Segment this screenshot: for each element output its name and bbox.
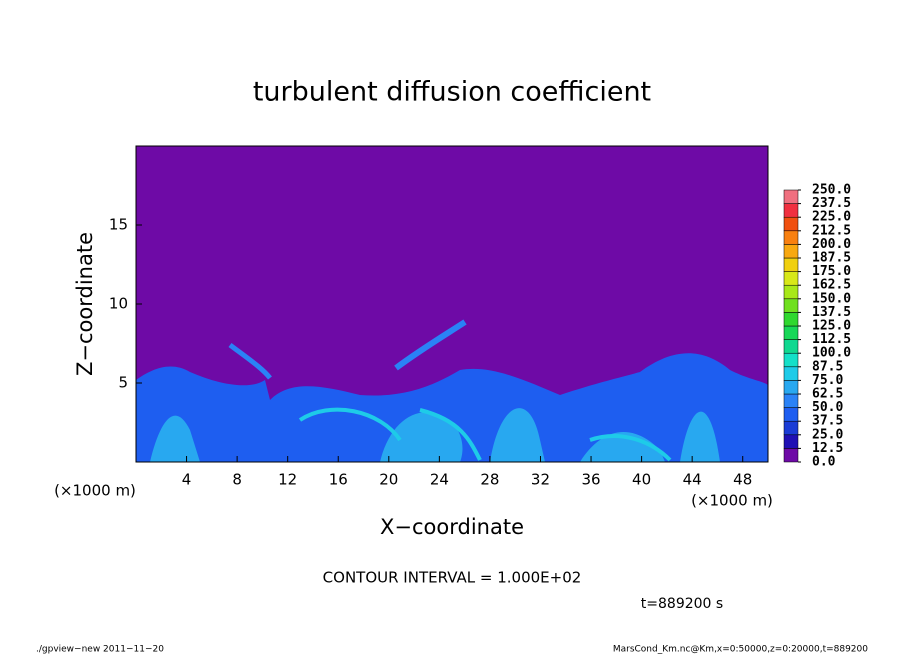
colorbar-band <box>783 312 799 327</box>
colorbar-band <box>783 407 799 422</box>
colorbar-band <box>783 339 799 354</box>
colorbar-label: 62.5 <box>812 387 843 402</box>
colorbar-band <box>783 393 799 408</box>
x-tick-label: 36 <box>581 471 600 489</box>
colorbar-band <box>783 230 799 245</box>
colorbar-label: 187.5 <box>812 251 851 266</box>
x-unit-label: (×1000 m) <box>691 492 773 510</box>
colorbar-label: 112.5 <box>812 332 851 347</box>
x-tick-label: 28 <box>480 471 499 489</box>
colorbar-band <box>783 448 799 463</box>
colorbar-band <box>783 380 799 395</box>
x-unit-label: (×1000 m) <box>54 482 136 500</box>
colorbar-band <box>783 203 799 218</box>
colorbar-label: 225.0 <box>812 210 851 225</box>
colorbar-band <box>783 434 799 449</box>
colorbar-label: 175.0 <box>812 264 851 279</box>
x-axis-title: X−coordinate <box>380 515 524 539</box>
colorbar-label: 0.0 <box>812 455 836 470</box>
x-tick-label: 44 <box>683 471 702 489</box>
colorbar-label: 100.0 <box>812 346 851 361</box>
colorbar-band <box>783 244 799 259</box>
x-tick-label: 16 <box>329 471 348 489</box>
contour-interval: CONTOUR INTERVAL = 1.000E+02 <box>323 569 582 587</box>
footer-right: MarsCond_Km.nc@Km,x=0:50000,z=0:20000,t=… <box>613 645 868 654</box>
colorbar-label: 237.5 <box>812 196 851 211</box>
colorbar-label: 37.5 <box>812 414 843 429</box>
colorbar-band <box>783 216 799 232</box>
colorbar-band <box>783 271 799 286</box>
colorbar-label: 87.5 <box>812 359 843 374</box>
colorbar-band <box>783 325 799 340</box>
colorbar-label: 137.5 <box>812 305 851 320</box>
colorbar-band <box>783 189 799 204</box>
colorbar-label: 162.5 <box>812 278 851 293</box>
colorbar-label: 50.0 <box>812 400 843 415</box>
colorbar-band <box>783 420 799 436</box>
colorbar-label: 125.0 <box>812 319 851 334</box>
x-tick-label: 40 <box>632 471 651 489</box>
colorbar-band <box>783 366 799 381</box>
x-tick-label: 12 <box>278 471 297 489</box>
colorbar-label: 12.5 <box>812 441 843 456</box>
field-streak <box>228 342 272 380</box>
footer-left: ./gpview−new 2011−11−20 <box>36 645 164 654</box>
y-axis-title: Z−coordinate <box>73 232 97 376</box>
chart-title: turbulent diffusion coefficient <box>253 77 651 108</box>
time-label: t=889200 s <box>641 596 723 612</box>
field-streak <box>394 319 467 371</box>
colorbar-label: 200.0 <box>812 237 851 252</box>
field-region <box>150 408 720 462</box>
x-tick-label: 8 <box>232 471 242 489</box>
colorbar-label: 250.0 <box>812 183 851 198</box>
x-tick-label: 32 <box>531 471 550 489</box>
colorbar-band <box>783 298 799 313</box>
x-tick-label: 20 <box>379 471 398 489</box>
x-tick-label: 4 <box>182 471 192 489</box>
colorbar-label: 25.0 <box>812 427 843 442</box>
colorbar-label: 75.0 <box>812 373 843 388</box>
colorbar-band <box>783 284 799 300</box>
x-tick-label: 24 <box>430 471 449 489</box>
colorbar-label: 150.0 <box>812 291 851 306</box>
y-tick-label: 10 <box>109 295 128 313</box>
colorbar-label: 212.5 <box>812 223 851 238</box>
x-tick-label: 48 <box>733 471 752 489</box>
y-tick-label: 5 <box>118 374 128 392</box>
y-tick-label: 15 <box>109 216 128 234</box>
field <box>136 146 768 462</box>
colorbar-band <box>783 257 799 272</box>
field-streak <box>298 407 672 462</box>
colorbar-band <box>783 352 799 368</box>
